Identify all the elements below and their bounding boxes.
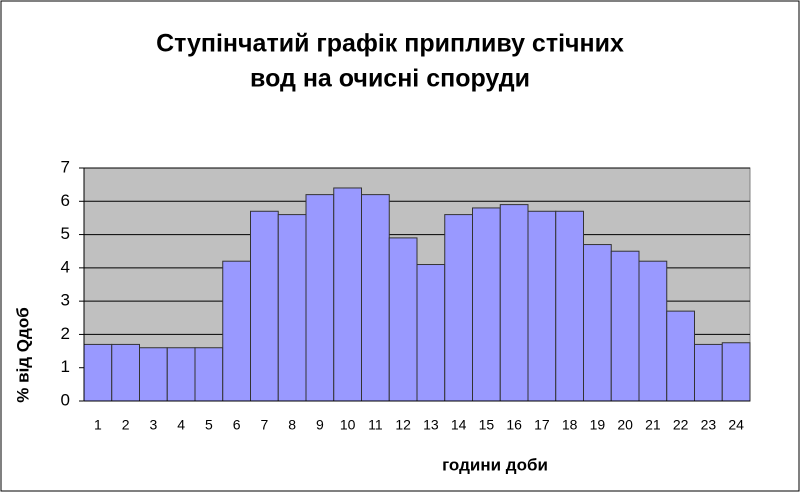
x-tick-label: 14 [451, 417, 467, 433]
y-tick-label: 5 [61, 224, 70, 243]
bar [277, 214, 307, 402]
x-tick-label: 19 [590, 417, 606, 433]
x-tick-label: 18 [562, 417, 578, 433]
x-tick-label: 3 [149, 417, 157, 433]
x-axis-label: години доби [442, 455, 548, 474]
bar [250, 210, 279, 402]
y-tick-label: 7 [61, 157, 70, 176]
x-tick-label: 10 [340, 417, 356, 433]
x-tick-label: 13 [423, 417, 439, 433]
x-tick-label: 11 [368, 417, 383, 433]
y-tick-label: 1 [61, 357, 70, 376]
bar [721, 342, 751, 402]
x-tick-label: 21 [645, 417, 661, 433]
y-tick-label: 2 [61, 324, 70, 343]
x-tick-label: 20 [617, 417, 633, 433]
x-tick-label: 15 [479, 417, 495, 433]
bar [305, 194, 335, 402]
x-tick-label: 5 [205, 417, 213, 433]
x-tick-label: 7 [260, 417, 268, 433]
bar [361, 194, 390, 402]
bar [333, 187, 362, 402]
y-axis-label: % від Qдоб [13, 307, 32, 402]
chart-title: вод на очисні споруди [250, 65, 530, 93]
x-tick-label: 9 [316, 417, 324, 433]
bar [222, 260, 251, 402]
x-tick-label: 23 [701, 417, 717, 433]
bar [83, 343, 113, 402]
bar [416, 264, 446, 402]
bar [111, 343, 140, 402]
bar [472, 207, 501, 402]
bar [666, 310, 695, 402]
y-tick-label: 3 [61, 291, 70, 310]
x-tick-label: 22 [673, 417, 689, 433]
y-tick-label: 0 [61, 390, 70, 409]
x-tick-label: 8 [288, 417, 296, 433]
bar [527, 210, 557, 402]
x-tick-label: 6 [233, 417, 241, 433]
bar [694, 343, 723, 402]
bar [499, 204, 529, 402]
bar [166, 347, 196, 402]
x-tick-label: 2 [122, 417, 130, 433]
bar [610, 250, 640, 402]
bar [555, 210, 584, 402]
bar [638, 260, 668, 402]
bar [139, 347, 168, 402]
bar [388, 237, 418, 402]
bar [194, 347, 224, 402]
x-tick-label: 16 [506, 417, 522, 433]
x-tick-label: 17 [534, 417, 550, 433]
bar [444, 214, 473, 402]
y-tick-label: 6 [61, 191, 70, 210]
x-tick-label: 12 [395, 417, 411, 433]
x-tick-label: 1 [94, 417, 102, 433]
y-tick-label: 4 [61, 257, 70, 276]
chart-title: Ступінчатий графік припливу стічних [156, 30, 624, 58]
x-tick-label: 24 [728, 417, 744, 433]
x-tick-label: 4 [177, 417, 185, 433]
bar [583, 244, 612, 402]
